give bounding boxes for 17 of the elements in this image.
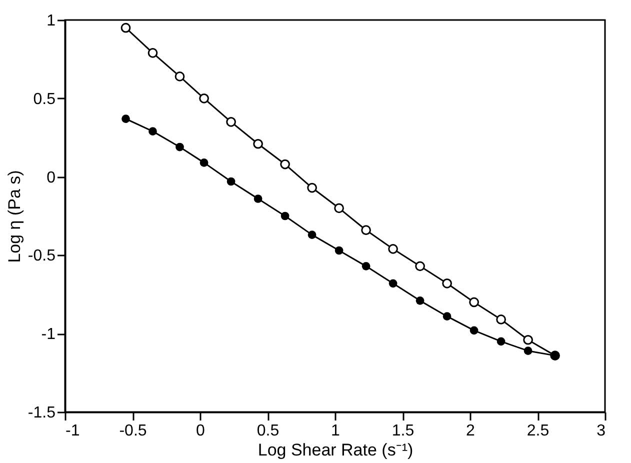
x-axis-title: Log Shear Rate (s⁻¹) (258, 440, 414, 460)
x-tick-label: 3 (596, 422, 606, 440)
y-axis-title: Log η (Pa s) (4, 170, 24, 263)
y-tick-label: -0.5 (28, 248, 56, 265)
x-tick-label: 1.5 (392, 422, 414, 440)
x-tick-label: -1 (66, 422, 80, 440)
x-tick-label: 1 (331, 422, 340, 440)
y-tick-label: -1 (41, 326, 56, 344)
x-tick-label: 0.5 (256, 422, 280, 440)
y-tick-label: 0 (46, 169, 56, 186)
y-tick-label: 0.5 (33, 90, 56, 108)
x-tick-label: 2 (466, 422, 476, 440)
y-tick-label: -1.5 (28, 404, 56, 422)
x-tick-label: 0 (196, 422, 206, 440)
x-tick-label: 2.5 (526, 422, 550, 440)
x-tick-label: -0.5 (119, 422, 147, 440)
y-tick-label: 1 (46, 12, 56, 30)
